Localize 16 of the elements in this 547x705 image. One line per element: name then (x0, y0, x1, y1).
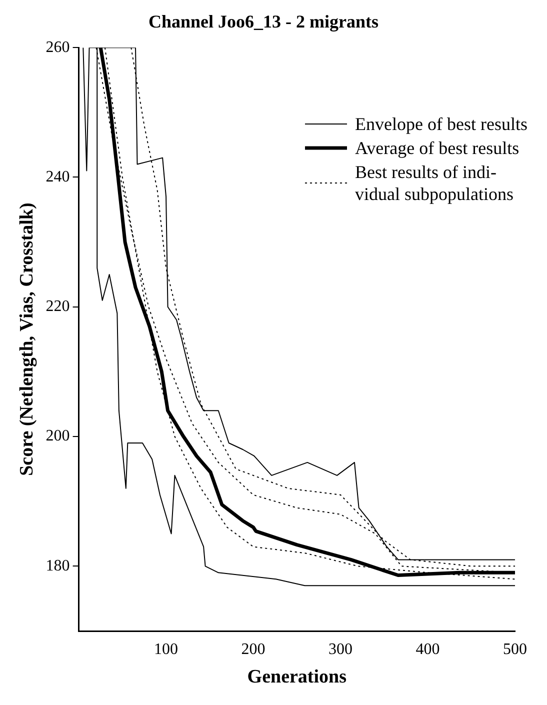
x-tick-label: 100 (154, 640, 178, 658)
y-axis-title: Score (Netlength, Vias, Crosstalk) (16, 202, 38, 476)
x-tick-label: 500 (503, 640, 527, 658)
y-tick-label: 220 (46, 298, 70, 316)
y-tick-label: 240 (46, 168, 70, 186)
legend-label: Average of best results (355, 137, 520, 159)
y-tick-label: 260 (46, 38, 70, 56)
legend-label: Best results of indi-vidual subpopulations (355, 161, 514, 205)
x-tick-label: 200 (241, 640, 266, 658)
legend-label: Envelope of best results (355, 113, 528, 135)
x-axis-title: Generations (247, 666, 347, 688)
chart-title: Channel Joo6_13 - 2 migrants (148, 11, 379, 32)
x-tick-label: 300 (328, 640, 353, 658)
x-tick-label: 400 (416, 640, 440, 658)
y-tick-label: 180 (46, 557, 70, 574)
y-tick-label: 200 (46, 428, 70, 445)
